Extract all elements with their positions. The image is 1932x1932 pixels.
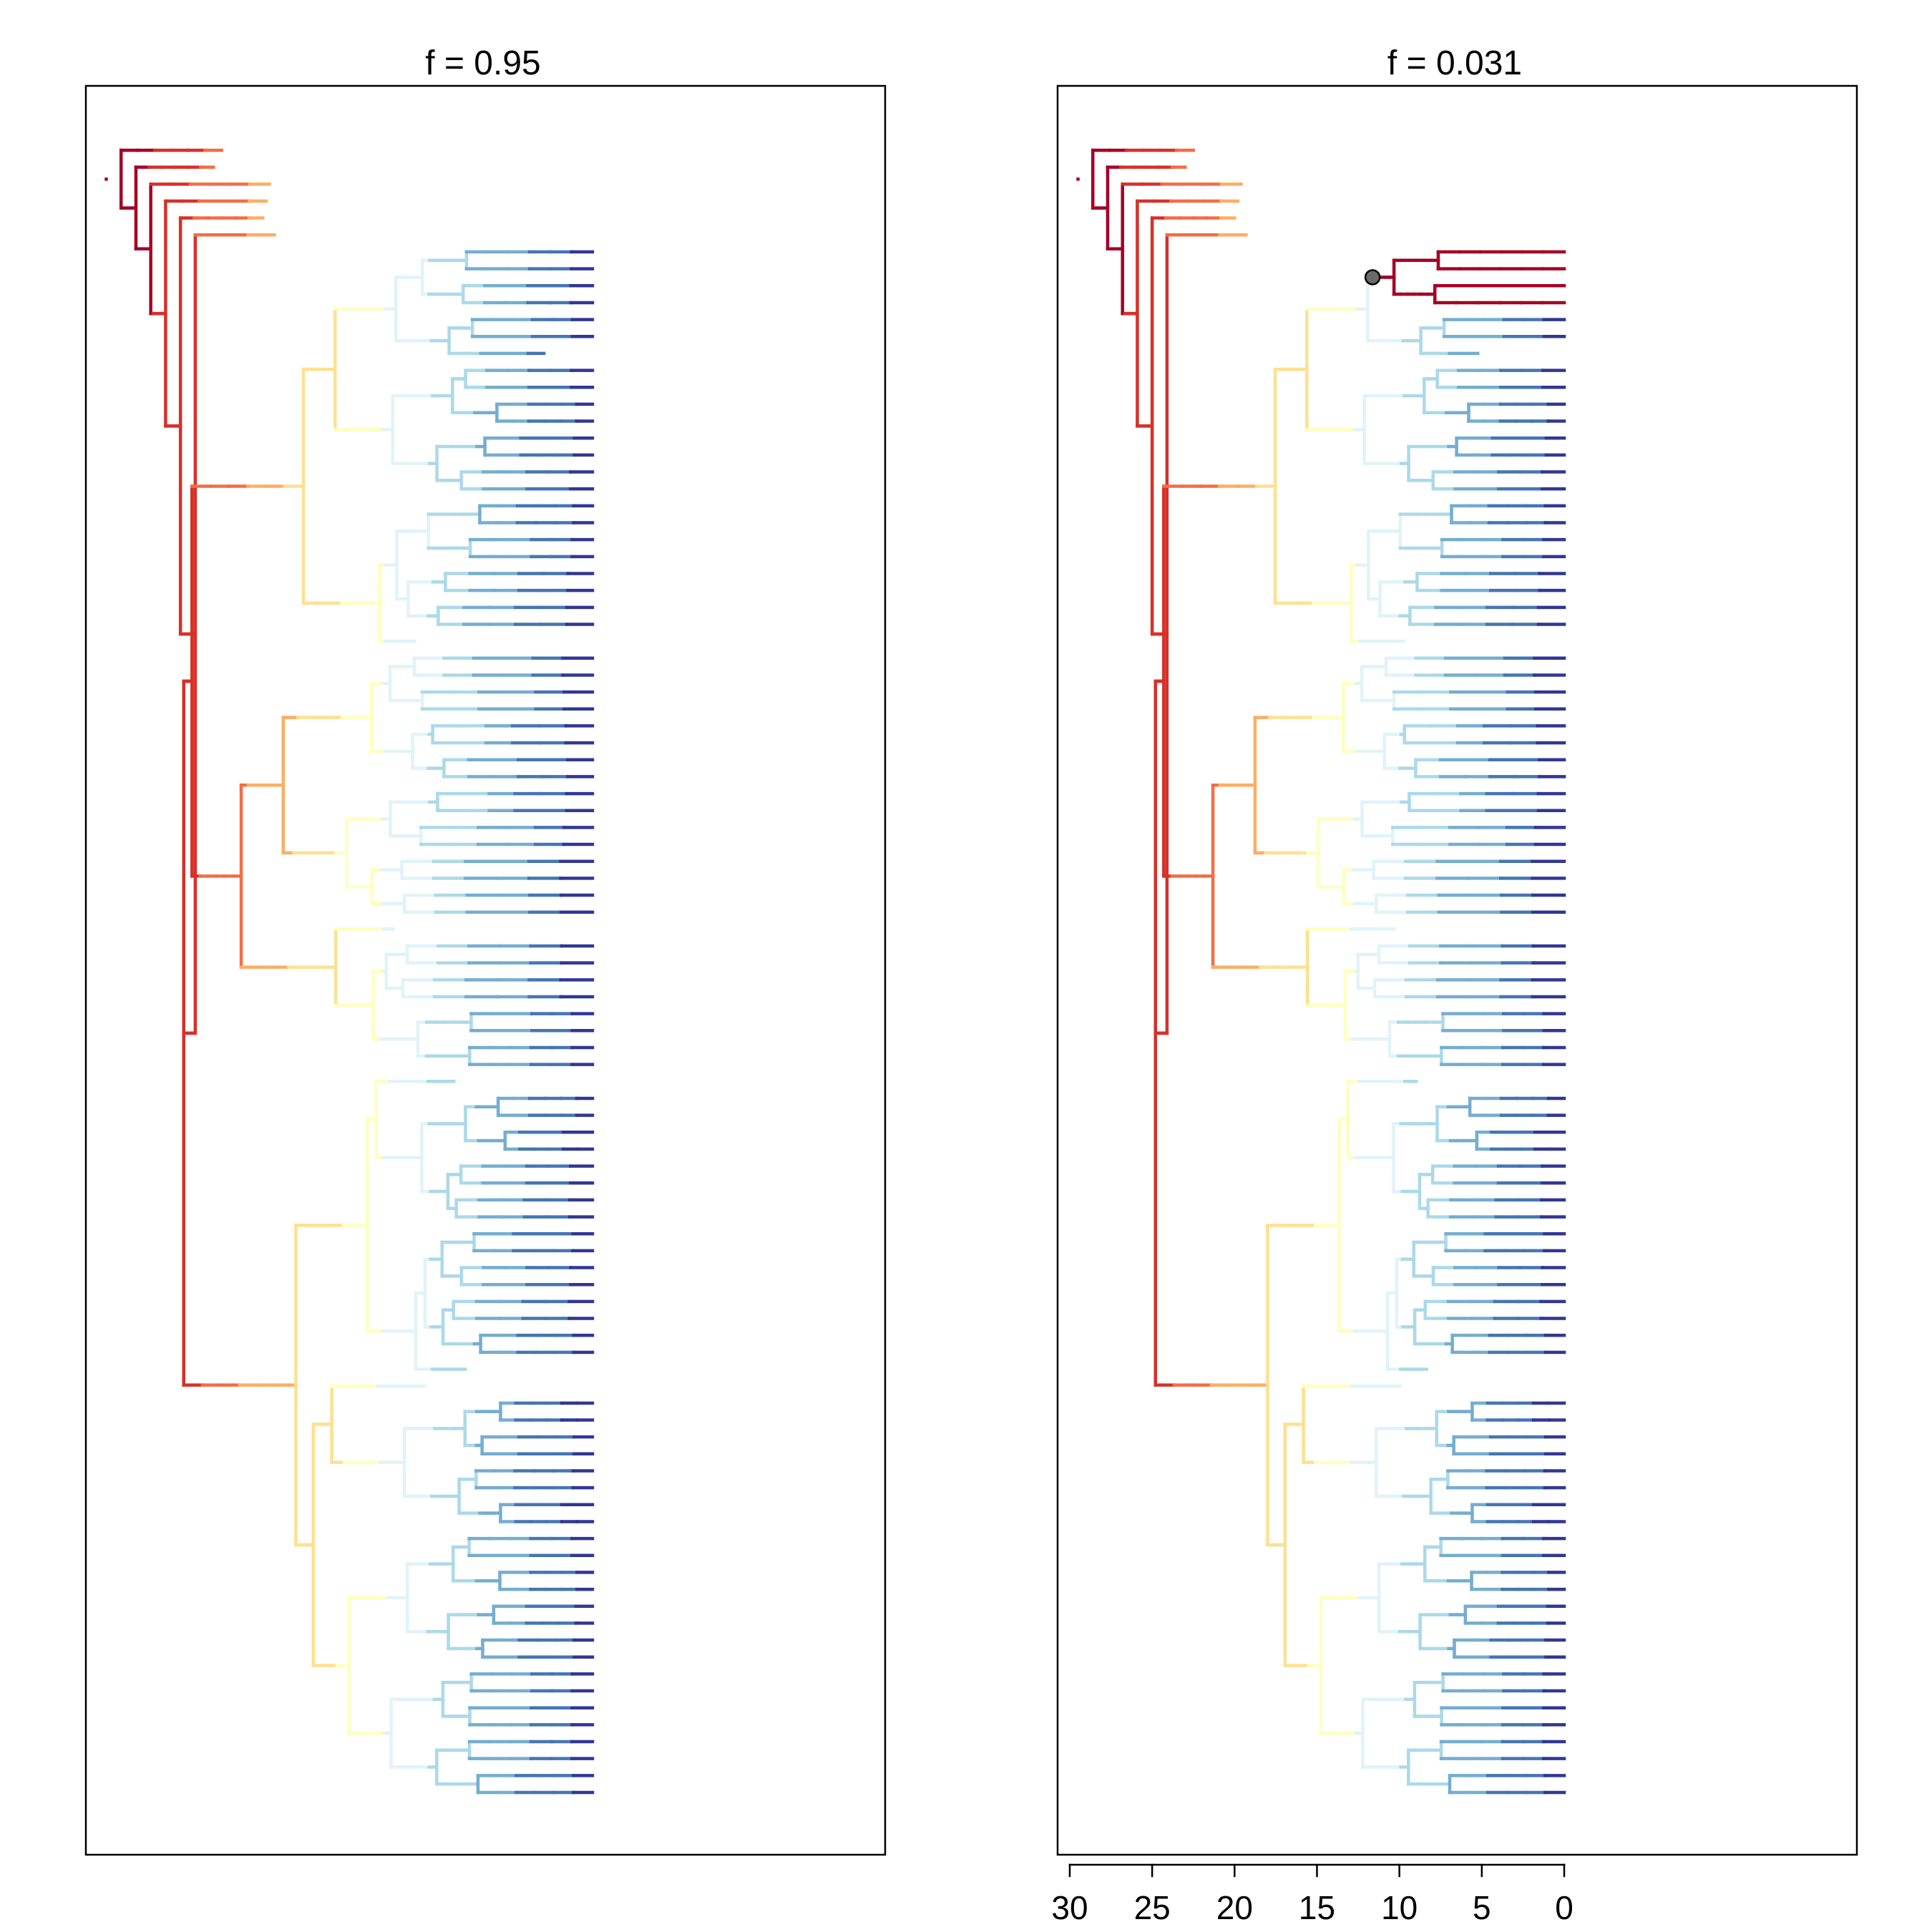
- panel-right-title: f = 0.031: [1387, 44, 1522, 82]
- axis-tick-label: 10: [1381, 1889, 1418, 1926]
- panel-right: f = 0.031: [1056, 44, 1858, 1856]
- panel-right-frame: [1056, 84, 1858, 1856]
- panel-left-frame: [84, 84, 887, 1856]
- axis-tick-label: 20: [1216, 1889, 1253, 1926]
- panel-left: f = 0.95: [84, 44, 887, 1856]
- axis-tick-label: 15: [1299, 1889, 1335, 1926]
- axis-tick-label: 25: [1134, 1889, 1171, 1926]
- panel-left-title: f = 0.95: [425, 44, 540, 82]
- tree-left: [104, 148, 595, 1795]
- rate-shift-marker: [1364, 269, 1381, 286]
- axis-tick-label: 0: [1555, 1889, 1574, 1926]
- axis-tick-label: 5: [1473, 1889, 1491, 1926]
- axis-tick-label: 30: [1051, 1889, 1088, 1926]
- tree-right: [1076, 148, 1566, 1795]
- time-axis: 30 25 20 15 10 5 0: [1051, 1863, 1574, 1926]
